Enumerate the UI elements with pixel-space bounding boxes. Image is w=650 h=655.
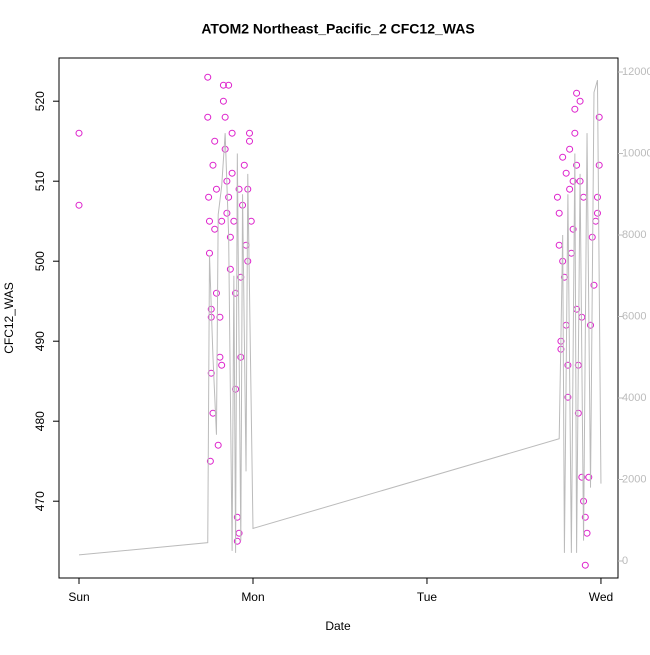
data-point bbox=[225, 81, 233, 89]
data-point bbox=[205, 193, 213, 201]
data-point bbox=[571, 129, 579, 137]
data-point bbox=[587, 321, 595, 329]
data-point bbox=[204, 113, 212, 121]
data-point bbox=[75, 201, 83, 209]
y-tick-label: 470 bbox=[33, 491, 47, 511]
data-point bbox=[573, 89, 581, 97]
data-point bbox=[212, 289, 220, 297]
y-tick-label: 500 bbox=[33, 251, 47, 271]
data-point bbox=[573, 161, 581, 169]
data-point bbox=[211, 137, 219, 145]
data-point bbox=[219, 81, 227, 89]
data-point bbox=[212, 185, 220, 193]
data-point bbox=[569, 225, 577, 233]
data-point bbox=[206, 457, 214, 465]
data-point bbox=[562, 169, 570, 177]
data-line bbox=[78, 80, 602, 556]
y2-tick-label: 6000 bbox=[622, 310, 646, 322]
y2-tick-label: 0 bbox=[622, 555, 628, 567]
y2-tick-label: 4000 bbox=[622, 392, 646, 404]
data-point bbox=[593, 193, 601, 201]
x-tick-label: Tue bbox=[417, 590, 438, 604]
data-point bbox=[207, 369, 215, 377]
data-point bbox=[218, 361, 226, 369]
y-axis-label: CFC12_WAS bbox=[2, 282, 16, 354]
y2-tick-label: 8000 bbox=[622, 229, 646, 241]
data-point bbox=[553, 193, 561, 201]
x-tick-label: Mon bbox=[241, 590, 264, 604]
data-point bbox=[246, 137, 254, 145]
y2-tick-label: 2000 bbox=[622, 473, 646, 485]
data-point bbox=[221, 113, 229, 121]
data-point bbox=[581, 513, 589, 521]
y-tick-label: 520 bbox=[33, 91, 47, 111]
data-point bbox=[559, 153, 567, 161]
data-point bbox=[590, 281, 598, 289]
y2-tick-label: 12000 bbox=[622, 66, 650, 78]
data-point bbox=[571, 105, 579, 113]
data-point bbox=[246, 129, 254, 137]
data-point bbox=[232, 385, 240, 393]
data-point bbox=[593, 209, 601, 217]
data-point bbox=[209, 161, 217, 169]
data-point bbox=[581, 561, 589, 569]
data-point bbox=[564, 393, 572, 401]
data-point bbox=[228, 129, 236, 137]
data-point bbox=[75, 129, 83, 137]
data-point bbox=[226, 233, 234, 241]
chart-title: ATOM2 Northeast_Pacific_2 CFC12_WAS bbox=[201, 21, 474, 37]
y-tick-label: 490 bbox=[33, 331, 47, 351]
data-point bbox=[205, 217, 213, 225]
data-point bbox=[564, 361, 572, 369]
data-point bbox=[566, 145, 574, 153]
x-axis-label: Date bbox=[325, 619, 351, 633]
data-point bbox=[576, 97, 584, 105]
data-point bbox=[240, 161, 248, 169]
data-point bbox=[235, 185, 243, 193]
data-point bbox=[226, 265, 234, 273]
y2-tick-label: 10000 bbox=[622, 147, 650, 159]
data-point bbox=[578, 473, 586, 481]
x-tick-label: Sun bbox=[68, 590, 89, 604]
data-point bbox=[218, 217, 226, 225]
y-tick-label: 480 bbox=[33, 411, 47, 431]
data-point bbox=[237, 353, 245, 361]
data-point bbox=[585, 473, 593, 481]
x-tick-label: Wed bbox=[589, 590, 613, 604]
data-point bbox=[225, 193, 233, 201]
data-point bbox=[204, 73, 212, 81]
data-point bbox=[219, 97, 227, 105]
data-point bbox=[555, 209, 563, 217]
y-tick-label: 510 bbox=[33, 171, 47, 191]
data-point bbox=[566, 185, 574, 193]
data-point bbox=[214, 441, 222, 449]
data-point bbox=[228, 169, 236, 177]
data-point bbox=[569, 177, 577, 185]
data-point bbox=[595, 161, 603, 169]
data-point bbox=[595, 113, 603, 121]
data-point bbox=[233, 537, 241, 545]
data-point bbox=[223, 209, 231, 217]
plot-frame bbox=[58, 57, 619, 579]
